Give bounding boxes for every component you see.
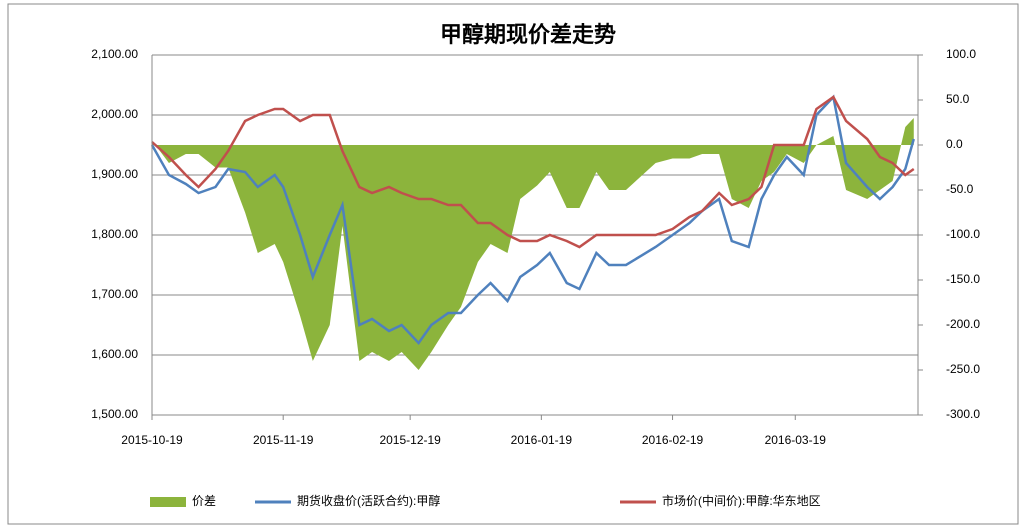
area (152, 118, 914, 370)
y2-tick-label: -250.0 (946, 362, 980, 376)
legend-label: 市场价(中间价):甲醇:华东地区 (662, 493, 821, 508)
legend-swatch (150, 497, 186, 507)
line (151, 95, 915, 249)
y2-tick-label: -50.0 (946, 182, 974, 196)
x-tick-label: 2015-12-19 (379, 433, 441, 447)
y2-tick-label: -100.0 (946, 227, 980, 241)
y-tick-label: 2,000.00 (91, 107, 138, 121)
y-tick-label: 1,500.00 (91, 407, 138, 421)
x-tick-label: 2016-01-19 (511, 433, 573, 447)
y-tick-label: 1,800.00 (91, 227, 138, 241)
x-tick-label: 2016-02-19 (642, 433, 704, 447)
y-tick-label: 1,700.00 (91, 287, 138, 301)
y-tick-label: 1,900.00 (91, 167, 138, 181)
y2-tick-label: 50.0 (946, 92, 970, 106)
chart-title: 甲醇期现价差走势 (440, 22, 616, 47)
x-tick-label: 2015-10-19 (121, 433, 183, 447)
y2-tick-label: 100.0 (946, 47, 976, 61)
y2-tick-label: -150.0 (946, 272, 980, 286)
y-tick-label: 2,100.00 (91, 47, 138, 61)
line (150, 94, 915, 345)
legend-label: 价差 (192, 494, 216, 508)
x-tick-label: 2016-03-19 (765, 433, 827, 447)
legend-label: 期货收盘价(活跃合约):甲醇 (297, 493, 440, 508)
x-tick-label: 2015-11-19 (253, 433, 314, 447)
y2-tick-label: -200.0 (946, 317, 980, 331)
chart-border (7, 3, 1019, 525)
y2-tick-label: -300.0 (946, 407, 980, 421)
y-tick-label: 1,600.00 (91, 347, 138, 361)
y2-tick-label: 0.0 (946, 137, 963, 151)
